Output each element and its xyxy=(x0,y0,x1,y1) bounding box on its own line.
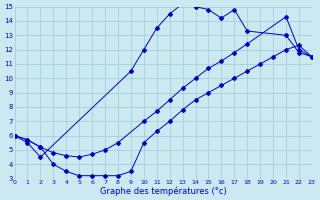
X-axis label: Graphe des températures (°c): Graphe des températures (°c) xyxy=(100,186,227,196)
